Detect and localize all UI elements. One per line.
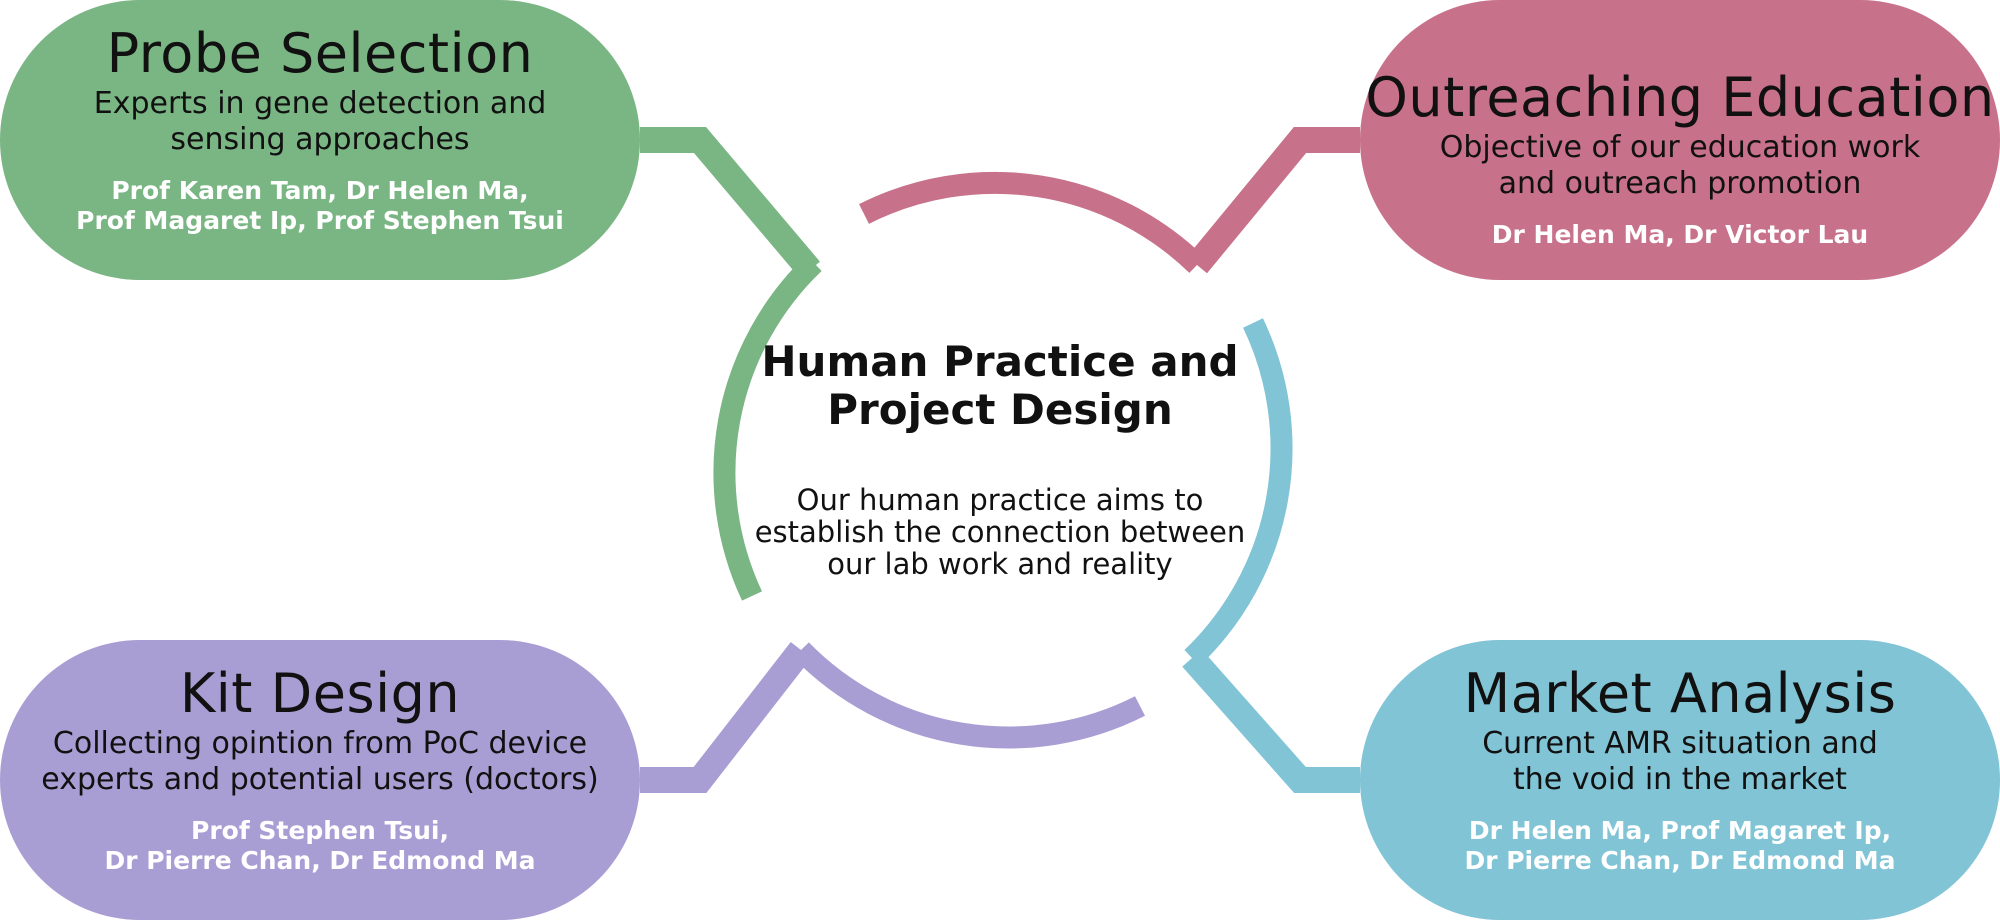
center-title: Human Practice and Project Design bbox=[761, 337, 1239, 434]
card-people: Prof Karen Tam, Dr Helen Ma, Prof Magare… bbox=[76, 176, 564, 235]
connector-market bbox=[1182, 649, 1360, 793]
card-people: Dr Helen Ma, Prof Magaret Ip, Dr Pierre … bbox=[1464, 816, 1896, 875]
ring-arc-probe bbox=[713, 255, 822, 601]
card-description: Experts in gene detection and sensing ap… bbox=[93, 86, 547, 157]
ring-arc-outreach bbox=[859, 171, 1205, 273]
card-description: Current AMR situation and the void in th… bbox=[1482, 726, 1878, 797]
outreaching-education-card: Outreaching Education Objective of our e… bbox=[1360, 0, 2000, 280]
connector-probe bbox=[640, 127, 820, 279]
connector-kit bbox=[640, 642, 812, 793]
card-title: Probe Selection bbox=[106, 22, 534, 85]
card-people: Dr Helen Ma, Dr Victor Lau bbox=[1491, 220, 1869, 249]
kit-design-card: Kit Design Collecting opintion from PoC … bbox=[0, 640, 640, 920]
card-title: Kit Design bbox=[179, 662, 461, 725]
card-description: Objective of our education work and outr… bbox=[1439, 130, 1921, 201]
card-title: Outreaching Education bbox=[1365, 66, 1995, 129]
connector-outreach bbox=[1186, 127, 1360, 274]
center-description: Our human practice aims to establish the… bbox=[754, 483, 1246, 581]
market-analysis-card: Market Analysis Current AMR situation an… bbox=[1360, 640, 2000, 920]
card-description: Collecting opintion from PoC device expe… bbox=[41, 726, 599, 797]
card-title: Market Analysis bbox=[1463, 662, 1897, 725]
ring-arc-kit bbox=[793, 642, 1145, 749]
ring-arc-market bbox=[1184, 318, 1293, 666]
card-people: Prof Stephen Tsui, Dr Pierre Chan, Dr Ed… bbox=[104, 816, 536, 875]
probe-selection-card: Probe Selection Experts in gene detectio… bbox=[0, 0, 640, 280]
